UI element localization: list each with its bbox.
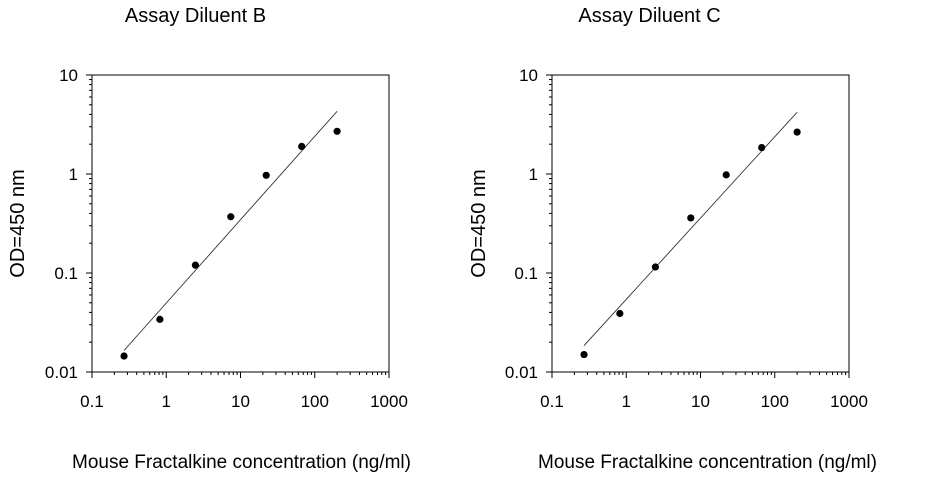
x-tick-label: 10 (691, 392, 710, 411)
data-point (298, 142, 306, 151)
data-point (333, 127, 341, 135)
y-tick-label: 10 (59, 66, 78, 85)
y-tick-label: 10 (519, 66, 538, 85)
chart-panel-diluent-c: Assay Diluent C 0.1 1 10 100 1000 0.01 0.1 1 10 O… (463, 0, 926, 480)
plot-frame (551, 74, 850, 373)
y-tick-label: 0.1 (514, 264, 538, 283)
x-tick-label: 1000 (370, 392, 408, 411)
x-tick-label: 1 (622, 392, 631, 411)
data-point (156, 315, 164, 323)
x-tick-label: 0.1 (540, 392, 564, 411)
data-point (262, 171, 270, 179)
x-tick-label: 1000 (830, 392, 868, 411)
chart-title: Assay Diluent B (124, 5, 267, 27)
x-tick-label: 10 (231, 392, 250, 411)
data-point (616, 309, 624, 318)
x-tick-label: 0.1 (80, 392, 104, 411)
data-point (191, 261, 200, 269)
data-point (227, 213, 235, 221)
data-point (120, 352, 128, 360)
fit-line (123, 110, 338, 351)
y-axis-label: OD=450 nm (468, 169, 490, 277)
x-axis-label: Mouse Fractalkine concentration (ng/ml) (538, 452, 877, 473)
y-tick-label: 0.1 (54, 264, 78, 283)
data-point (687, 214, 695, 222)
plot-frame (91, 74, 390, 373)
data-point (758, 143, 766, 152)
chart-title: Assay Diluent C (578, 5, 721, 27)
chart-panel-diluent-b: Assay Diluent B 0.1 1 10 100 1000 0.01 0.1 1 10 O… (7, 5, 411, 473)
x-tick-label: 100 (761, 392, 789, 411)
x-tick-label: 100 (301, 392, 329, 411)
data-point (793, 128, 801, 136)
y-tick-label: 0.01 (45, 363, 78, 382)
y-tick-label: 0.01 (505, 363, 538, 382)
y-tick-label: 1 (529, 165, 538, 184)
data-point (651, 263, 660, 271)
fit-line (583, 111, 798, 346)
x-tick-label: 1 (162, 392, 171, 411)
x-axis-label: Mouse Fractalkine concentration (ng/ml) (72, 452, 411, 473)
data-point (722, 171, 730, 179)
y-axis-label: OD=450 nm (7, 169, 29, 277)
data-point (580, 350, 588, 359)
y-tick-label: 1 (69, 165, 78, 184)
